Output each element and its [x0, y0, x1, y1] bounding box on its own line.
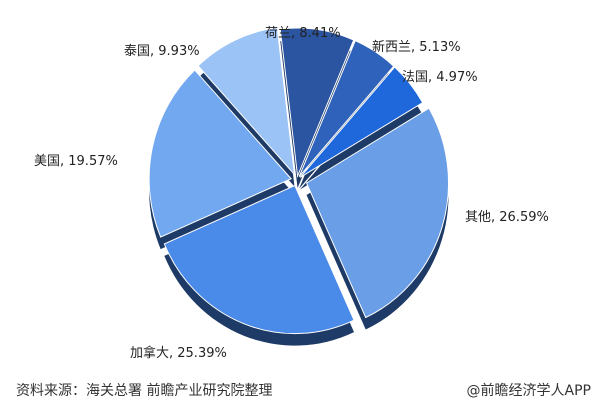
- data-label: 法国, 4.97%: [402, 70, 478, 85]
- pie-slice-1: [279, 27, 355, 179]
- data-label: 加拿大, 25.39%: [130, 346, 227, 361]
- pie-slice-3: [299, 66, 424, 178]
- pie-slice-7: [197, 27, 296, 177]
- data-label: 美国, 19.57%: [34, 154, 118, 169]
- pie-slice-6: [148, 69, 292, 238]
- brand-watermark: @前瞻经济学人APP: [466, 383, 591, 399]
- pie-slice-4: [305, 107, 450, 319]
- pie-slice-2: [298, 40, 395, 177]
- data-label: 荷兰, 8.41%: [265, 26, 341, 41]
- data-label: 新西兰, 5.13%: [372, 40, 461, 55]
- source-note: 资料来源：海关总署 前瞻产业研究院整理: [16, 383, 273, 399]
- data-label: 泰国, 9.93%: [124, 44, 200, 59]
- pie-slice-5: [163, 184, 355, 335]
- data-label: 其他, 26.59%: [465, 210, 549, 225]
